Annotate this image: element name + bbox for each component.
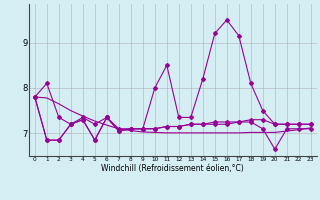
X-axis label: Windchill (Refroidissement éolien,°C): Windchill (Refroidissement éolien,°C) <box>101 164 244 173</box>
